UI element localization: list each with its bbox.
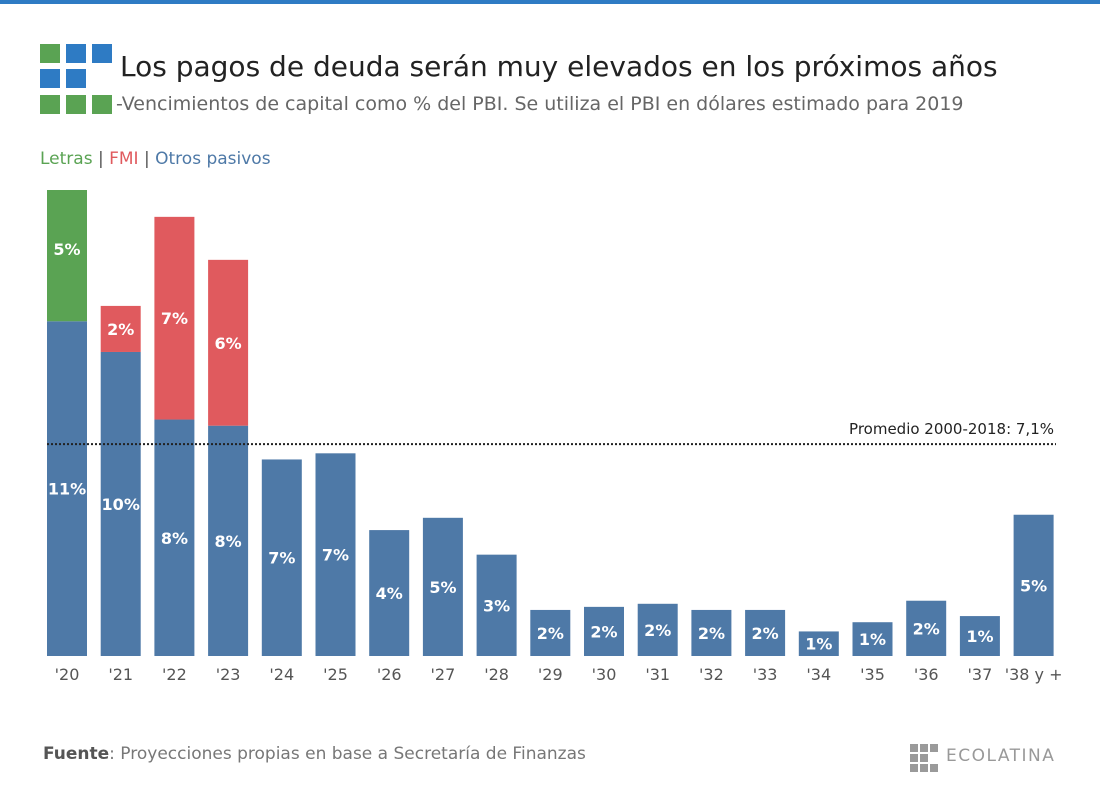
x-tick-label: '22 [162,665,187,684]
x-tick-label: '34 [806,665,831,684]
data-label: 1% [966,627,993,646]
x-tick-label: '20 [55,665,80,684]
stacked-bar-chart: 11% 5% '20 10% 2% '21 8% 7% '22 8% 6% '23 7% '24 7% '25… [47,190,1063,684]
data-label: 7% [268,549,295,568]
source-text: : Proyecciones propias en base a Secreta… [109,744,586,764]
legend-item-letras: Letras [40,149,93,169]
x-tick-label: '26 [377,665,402,684]
data-label: 1% [859,630,886,649]
bar-segment [315,453,356,656]
bar-segment [584,606,624,656]
data-label: 3% [483,596,510,615]
brand-grid-icon [910,744,938,772]
bar-segment [422,517,463,656]
data-label: 11% [48,480,86,499]
top-accent-bar [0,0,1100,4]
x-tick-label: '28 [484,665,509,684]
data-label: 2% [590,622,617,641]
data-label: 4% [376,584,403,603]
data-label: 10% [102,495,140,514]
chart-legend: Letras | FMI | Otros pasivos [40,149,271,169]
x-tick-label: '32 [699,665,724,684]
data-label: 2% [644,621,671,640]
bar-segment [530,609,571,656]
source-label: Fuente [43,744,110,764]
data-label: 2% [537,624,564,643]
bar-segment [154,419,195,656]
bar-segment [100,305,141,352]
x-tick-label: '35 [860,665,885,684]
bar-segment [959,616,1000,656]
legend-item-otros-pasivos: Otros pasivos [155,149,271,169]
ecolatina-grid-logo-icon [40,44,112,114]
data-label: 2% [752,624,779,643]
bar-segment [47,190,87,322]
x-tick-label: '29 [538,665,563,684]
x-tick-label: '33 [753,665,778,684]
bar-segment [208,425,249,656]
bar-segment [100,351,141,656]
legend-separator: | [97,149,104,169]
data-label: 1% [805,635,832,654]
bar-segment [637,603,678,656]
bar-segment [691,609,732,656]
data-label: 2% [107,320,134,339]
x-tick-label: '23 [216,665,241,684]
bar-segment [852,622,893,656]
data-label: 5% [53,240,80,259]
bar-segment [906,600,947,656]
data-label: 5% [429,578,456,597]
bar-segment [476,554,517,656]
x-tick-label: '36 [914,665,939,684]
data-label: 6% [215,334,242,353]
x-tick-label: '25 [323,665,348,684]
x-tick-label: '21 [108,665,133,684]
x-tick-label: '38 y + [1005,665,1063,684]
x-tick-label: '31 [645,665,670,684]
data-label: 7% [161,309,188,328]
bar-segment [208,259,249,426]
reference-line-label: Promedio 2000-2018: 7,1% [849,420,1054,438]
x-tick-label: '30 [592,665,617,684]
brand-logo: ECOLATINA [910,744,1070,772]
data-label: 5% [1020,576,1047,595]
bar-segment [261,459,302,656]
data-label: 2% [698,624,725,643]
legend-item-fmi: FMI [109,149,139,169]
bar-segment [798,631,839,656]
bar-segment [1013,514,1054,656]
bar-segment [745,609,786,656]
brand-name: ECOLATINA [946,746,1056,766]
data-label: 7% [322,546,349,565]
legend-separator: | [143,149,150,169]
data-label: 2% [913,619,940,638]
chart-subtitle: -Vencimientos de capital como % del PBI.… [116,93,964,115]
x-tick-label: '37 [968,665,993,684]
bar-segment [47,321,87,656]
chart-title: Los pagos de deuda serán muy elevados en… [120,50,998,83]
x-tick-label: '24 [269,665,294,684]
data-label: 8% [161,529,188,548]
data-label: 8% [215,532,242,551]
bar-segment [154,216,195,420]
x-tick-label: '27 [431,665,456,684]
source-note: Fuente: Proyecciones propias en base a S… [43,744,586,764]
bar-segment [369,530,410,656]
